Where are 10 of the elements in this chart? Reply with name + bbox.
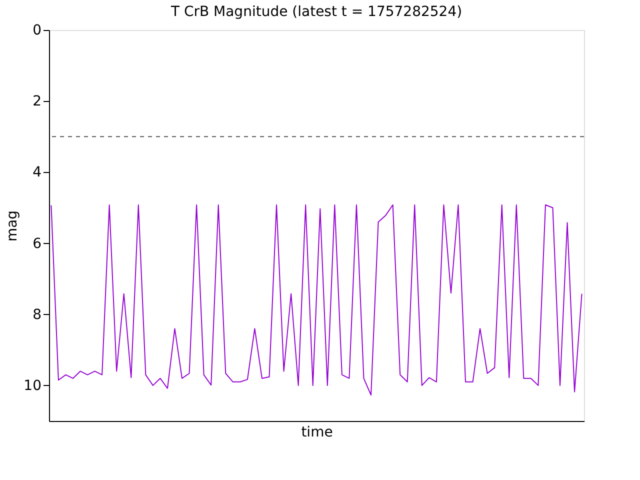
y-axis-title: mag — [4, 210, 21, 242]
line-series — [50, 204, 582, 396]
y-tick-label: 0 — [32, 22, 42, 38]
y-tick-label: 4 — [32, 164, 42, 181]
x-axis-title: time — [301, 424, 333, 440]
y-tick-label: 2 — [32, 94, 42, 110]
chart-title: T CrB Magnitude (latest t = 1757282524) — [170, 4, 462, 20]
y-tick-label: 10 — [24, 378, 42, 394]
y-tick-label: 6 — [32, 236, 42, 252]
y-tick-label: 8 — [32, 306, 42, 323]
